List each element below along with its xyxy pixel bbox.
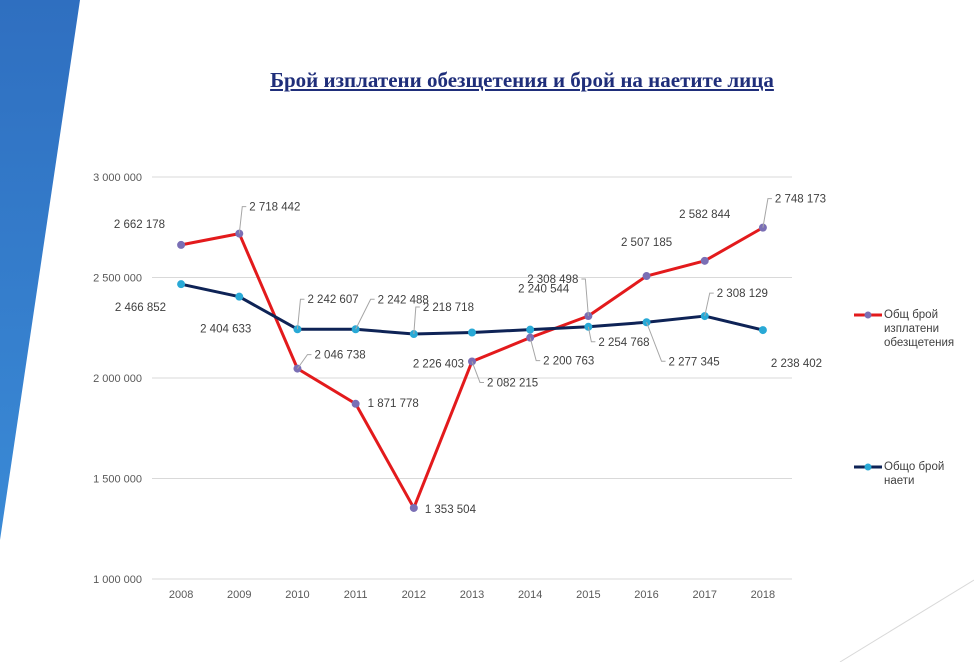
- data-point: [642, 272, 651, 281]
- data-label: 2 254 768: [598, 337, 649, 349]
- data-point: [700, 256, 709, 265]
- legend-swatch: [854, 311, 882, 319]
- legend-label-line: изплатени: [884, 323, 940, 335]
- data-label: 1 353 504: [425, 504, 477, 516]
- y-tick-label: 3 000 000: [93, 172, 142, 184]
- legend-label-line: обезщетения: [884, 337, 955, 349]
- data-label: 2 200 763: [543, 356, 594, 368]
- data-label: 2 226 403: [413, 358, 464, 370]
- label-leader: [587, 326, 596, 343]
- label-leader: [529, 337, 541, 362]
- left-blue-stripe: [0, 0, 80, 540]
- label-leader: [471, 361, 484, 383]
- data-label: 2 218 718: [423, 302, 474, 314]
- data-label: 2 277 345: [669, 356, 720, 368]
- data-label: 1 871 778: [368, 398, 419, 410]
- x-tick-label: 2016: [634, 589, 658, 601]
- data-point: [177, 280, 186, 289]
- data-label: 2 242 607: [307, 294, 358, 306]
- data-label: 2 748 173: [775, 194, 826, 206]
- legend-label: Общо брой наети: [884, 460, 974, 488]
- data-point: [177, 240, 186, 249]
- label-leader: [296, 298, 305, 330]
- data-label: 2 582 844: [679, 209, 731, 221]
- data-label: 2 718 442: [249, 202, 300, 214]
- x-tick-label: 2009: [227, 589, 251, 601]
- data-labels: 2 662 178 2 718 442 2 046 738 1 871 778 1 35…: [114, 194, 826, 516]
- label-leader: [581, 278, 589, 317]
- label-leader: [238, 206, 247, 234]
- data-point: [526, 325, 535, 334]
- legend-label-line: Общ брой: [884, 309, 938, 321]
- data-label: 2 404 633: [200, 324, 251, 336]
- x-axis: 2008 2009 2010 2011 2012 2013 2014 2015 2016 2017…: [169, 589, 775, 601]
- y-tick-label: 2 000 000: [93, 373, 142, 385]
- data-label: 2 082 215: [487, 377, 538, 389]
- x-tick-label: 2011: [344, 589, 368, 601]
- data-label: 2 308 129: [717, 288, 768, 300]
- data-point: [758, 326, 767, 335]
- x-tick-label: 2015: [576, 589, 600, 601]
- data-label: 2 046 738: [314, 350, 365, 362]
- x-tick-label: 2014: [518, 589, 542, 601]
- legend-label-line: Общо брой: [884, 461, 945, 473]
- data-label: 2 662 178: [114, 219, 165, 231]
- label-leader: [704, 292, 714, 317]
- data-point: [351, 399, 360, 408]
- y-axis: 1 000 000 1 500 000 2 000 000 2 500 000 3 00…: [93, 172, 142, 586]
- data-point: [468, 328, 476, 337]
- y-tick-label: 1 500 000: [93, 474, 142, 486]
- x-tick-label: 2010: [285, 589, 309, 601]
- data-point: [409, 503, 418, 512]
- x-tick-label: 2008: [169, 589, 193, 601]
- data-label: 2 238 402: [771, 358, 822, 370]
- x-tick-label: 2017: [692, 589, 716, 601]
- y-tick-label: 1 000 000: [93, 574, 142, 586]
- data-label: 2 308 498: [527, 274, 578, 286]
- corner-accent-line: [839, 579, 974, 662]
- y-tick-label: 2 500 000: [93, 273, 142, 285]
- x-tick-label: 2013: [460, 589, 484, 601]
- label-leader: [297, 354, 312, 369]
- legend-label-line: наети: [884, 475, 915, 487]
- label-leader: [762, 198, 772, 228]
- x-tick-label: 2018: [751, 589, 775, 601]
- legend-swatch: [854, 463, 882, 471]
- chart-title: Брой изплатени обезщетения и брой на нае…: [270, 68, 774, 92]
- grid-lines: [152, 176, 792, 580]
- data-label: 2 466 852: [115, 302, 166, 314]
- label-leader: [413, 306, 420, 335]
- data-label: 2 242 488: [378, 294, 429, 306]
- data-label: 2 240 544: [518, 284, 570, 296]
- x-tick-label: 2012: [402, 589, 426, 601]
- data-label: 2 507 185: [621, 237, 672, 249]
- label-leader: [355, 298, 375, 330]
- label-leader: [646, 322, 666, 362]
- legend-label: Общ брой изплатени обезщетения: [884, 308, 974, 350]
- data-point: [235, 292, 244, 301]
